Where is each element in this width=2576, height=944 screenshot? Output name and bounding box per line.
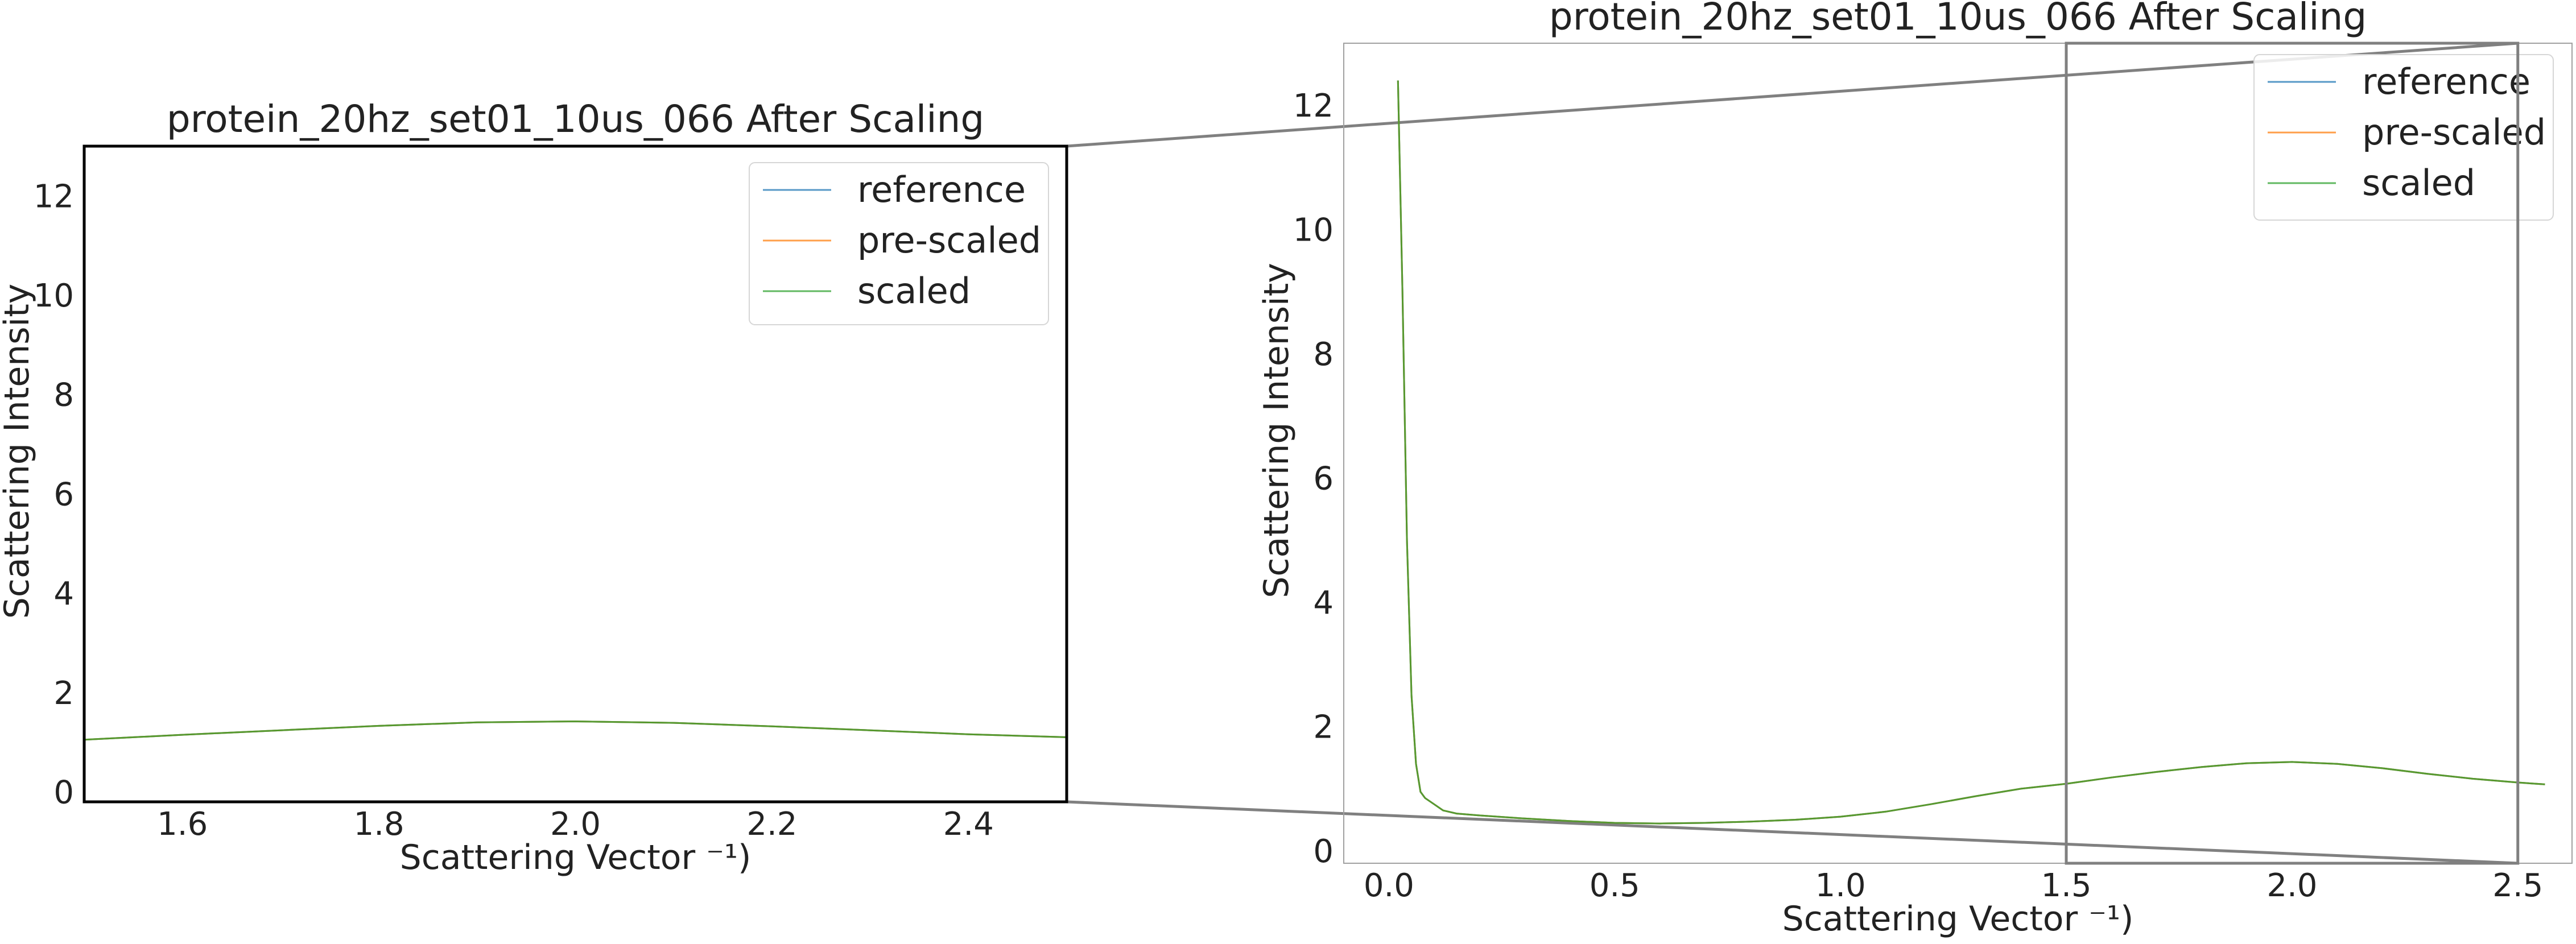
legend-entry-scaled: scaled [2362, 162, 2475, 204]
zoom-connector-line [1066, 800, 2518, 865]
x-tick-label: 0.0 [1364, 867, 1414, 904]
legend-entry-pre-scaled: pre-scaled [857, 220, 1041, 261]
main-overview-plot: protein_20hz_set01_10us_066 After Scalin… [1257, 0, 2573, 939]
legend: reference pre-scaled scaled [2253, 54, 2554, 221]
series-line-reference [84, 720, 1067, 741]
series-line-scaled [1397, 80, 2545, 825]
legend-box [2253, 54, 2554, 221]
y-tick-label: 0 [1313, 833, 1334, 870]
axes-frame [1343, 43, 2573, 864]
legend-entry-scaled: scaled [857, 270, 971, 312]
y-tick-label: 2 [1313, 709, 1334, 746]
legend: reference pre-scaled scaled [749, 162, 1049, 325]
y-axis-label: Scattering Intensity [0, 284, 37, 619]
y-axis-label: Scattering Intensity [1257, 263, 1297, 598]
x-tick-label: 0.5 [1590, 867, 1640, 904]
legend-entry-reference: reference [2362, 61, 2530, 102]
y-tick-label: 6 [53, 476, 74, 513]
chart-title: protein_20hz_set01_10us_066 After Scalin… [1549, 0, 2367, 39]
series-line-scaled [84, 720, 1067, 741]
y-tick-label: 4 [1313, 585, 1334, 622]
y-tick-label: 6 [1313, 461, 1334, 498]
y-tick-label: 2 [53, 675, 74, 712]
legend-entry-pre-scaled: pre-scaled [2362, 111, 2546, 153]
x-tick-label: 2.0 [2267, 867, 2317, 904]
x-tick-label: 2.4 [943, 806, 994, 843]
x-tick-label: 2.2 [746, 806, 797, 843]
zoom-region-rect [2065, 42, 2520, 865]
legend-box [749, 162, 1049, 325]
y-tick-label: 0 [53, 775, 74, 811]
legend-entry-reference: reference [857, 169, 1026, 210]
y-tick-label: 8 [53, 377, 74, 414]
chart-title: protein_20hz_set01_10us_066 After Scalin… [167, 97, 985, 141]
y-tick-label: 4 [53, 575, 74, 612]
y-tick-label: 8 [1313, 336, 1334, 373]
y-tick-label: 12 [34, 178, 74, 215]
y-tick-label: 10 [1293, 212, 1334, 249]
x-axis-label: Scattering Vector ⁻¹) [400, 838, 752, 877]
x-tick-label: 1.8 [354, 806, 404, 843]
x-tick-label: 1.5 [2041, 867, 2091, 904]
axes-frame [82, 144, 1068, 804]
y-tick-label: 12 [1293, 88, 1334, 125]
inset-zoom-plot: protein_20hz_set01_10us_066 After Scalin… [0, 97, 1068, 877]
x-tick-label: 2.5 [2492, 867, 2543, 904]
series-line-pre-scaled [84, 720, 1067, 741]
x-tick-label: 1.0 [1815, 867, 1866, 904]
x-tick-label: 1.6 [157, 806, 208, 843]
x-tick-label: 2.0 [550, 806, 601, 843]
x-axis-label: Scattering Vector ⁻¹) [1782, 899, 2134, 939]
y-tick-label: 10 [34, 278, 74, 314]
